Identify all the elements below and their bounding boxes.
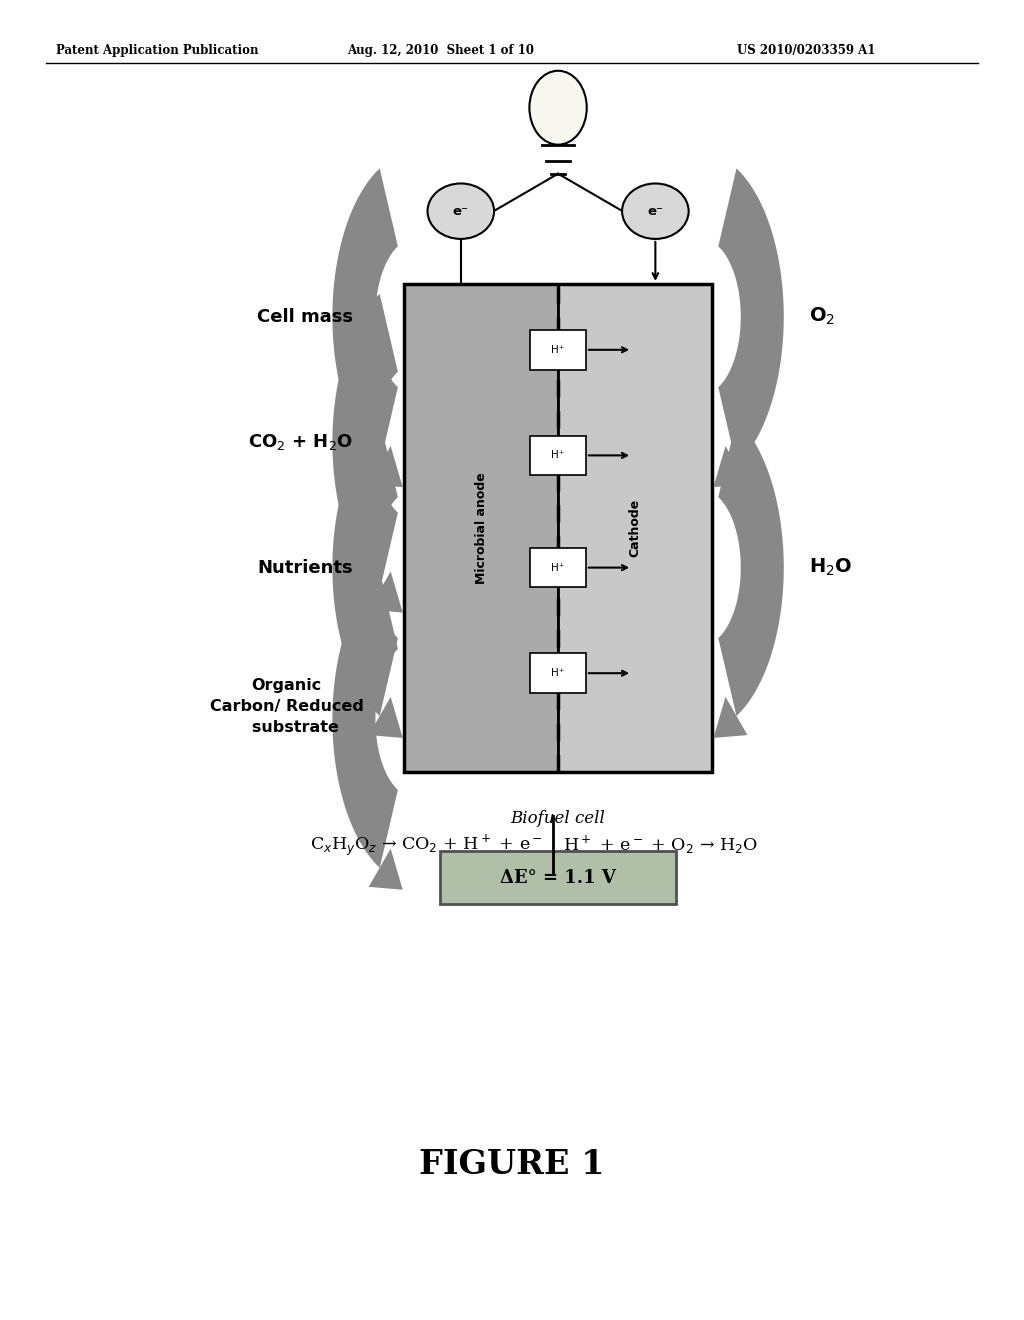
Ellipse shape bbox=[622, 183, 688, 239]
Text: Aug. 12, 2010  Sheet 1 of 10: Aug. 12, 2010 Sheet 1 of 10 bbox=[347, 44, 534, 57]
Bar bbox=[529, 548, 586, 587]
Bar bbox=[558, 284, 712, 772]
Bar bbox=[404, 284, 712, 772]
Text: Cell mass: Cell mass bbox=[257, 308, 353, 326]
Text: H$_2$O: H$_2$O bbox=[809, 557, 852, 578]
Polygon shape bbox=[333, 572, 398, 867]
Text: C$_x$H$_y$O$_z$ → CO$_2$ + H$^+$ + e$^-$: C$_x$H$_y$O$_z$ → CO$_2$ + H$^+$ + e$^-$ bbox=[310, 832, 543, 858]
Polygon shape bbox=[714, 697, 748, 738]
Polygon shape bbox=[333, 169, 398, 465]
Bar bbox=[440, 851, 676, 904]
Text: Patent Application Publication: Patent Application Publication bbox=[56, 44, 259, 57]
Polygon shape bbox=[714, 446, 748, 487]
Text: H$^+$ + e$^-$ + O$_2$ → H$_2$O: H$^+$ + e$^-$ + O$_2$ → H$_2$O bbox=[563, 834, 758, 855]
Text: ΔE° = 1.1 V: ΔE° = 1.1 V bbox=[500, 869, 616, 887]
Polygon shape bbox=[718, 169, 783, 465]
Text: e⁻: e⁻ bbox=[453, 205, 469, 218]
Text: FIGURE 1: FIGURE 1 bbox=[419, 1147, 605, 1180]
Polygon shape bbox=[369, 849, 402, 890]
Polygon shape bbox=[369, 697, 402, 738]
Ellipse shape bbox=[428, 183, 495, 239]
Text: CO$_2$ + H$_2$O: CO$_2$ + H$_2$O bbox=[249, 432, 353, 453]
Bar bbox=[529, 330, 586, 370]
Text: e⁻: e⁻ bbox=[647, 205, 664, 218]
Text: H⁺: H⁺ bbox=[551, 668, 564, 678]
Bar bbox=[404, 284, 558, 772]
Text: Cathode: Cathode bbox=[629, 499, 641, 557]
Text: H⁺: H⁺ bbox=[551, 450, 564, 461]
Bar bbox=[529, 653, 586, 693]
Text: Organic
Carbon/ Reduced
   substrate: Organic Carbon/ Reduced substrate bbox=[210, 677, 364, 735]
Polygon shape bbox=[333, 420, 398, 715]
Text: H⁺: H⁺ bbox=[551, 345, 564, 355]
Polygon shape bbox=[369, 446, 402, 487]
Bar bbox=[529, 436, 586, 475]
Text: H⁺: H⁺ bbox=[551, 562, 564, 573]
Polygon shape bbox=[718, 420, 783, 715]
Text: Microbial anode: Microbial anode bbox=[475, 473, 487, 583]
Text: US 2010/0203359 A1: US 2010/0203359 A1 bbox=[737, 44, 876, 57]
Text: Nutrients: Nutrients bbox=[258, 558, 353, 577]
Polygon shape bbox=[333, 294, 398, 590]
Text: O$_2$: O$_2$ bbox=[809, 306, 835, 327]
Polygon shape bbox=[369, 572, 402, 612]
Circle shape bbox=[529, 71, 587, 145]
Text: Biofuel cell: Biofuel cell bbox=[511, 810, 605, 826]
